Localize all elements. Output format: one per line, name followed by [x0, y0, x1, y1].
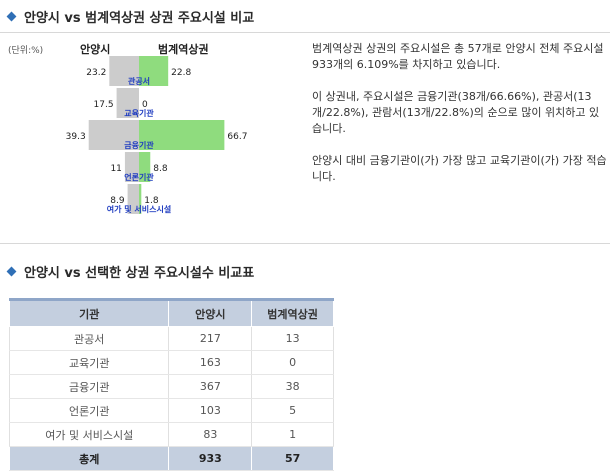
table-total-row: 총계 933 57 [8, 446, 334, 471]
table-cell: 교육기관 [8, 350, 170, 375]
table-cell: 0 [251, 350, 334, 375]
table-header-row: 기관 안양시 범계역상권 [8, 299, 334, 327]
section-title-facility-count-table: 안양시 vs 선택한 상권 주요시설수 비교표 [6, 262, 254, 281]
table-cell: 관공서 [8, 326, 170, 351]
value-label-beomgye: 0 [142, 100, 148, 110]
table-cell: 여가 및 서비스시설 [8, 422, 170, 447]
bar-beomgye [139, 120, 225, 150]
table-cell: 1 [251, 422, 334, 447]
value-label-anyang: 39.3 [66, 132, 86, 142]
category-label: 관공서 [128, 76, 150, 86]
chart-right-header: 범계역상권 [158, 43, 209, 56]
bar-beomgye [139, 152, 151, 182]
description-paragraph-1: 범계역상권 상권의 주요시설은 총 57개로 안양시 전체 주요시설 933개의… [312, 42, 604, 71]
description-text: 범계역상권 상권의 주요시설은 총 57개로 안양시 전체 주요시설 933개의… [312, 41, 608, 201]
section-title-facility-comparison: 안양시 vs 범계역상권 상권 주요시설 비교 [6, 7, 254, 26]
value-label-anyang: 11 [110, 164, 121, 174]
unit-label: (단위:%) [8, 46, 44, 56]
table-cell: 57 [251, 446, 334, 471]
bar-anyang [124, 152, 139, 182]
category-label: 교육기관 [124, 108, 154, 118]
table-cell: 언론기관 [8, 398, 170, 423]
bar-beomgye [139, 184, 142, 214]
bar-anyang [116, 88, 139, 118]
value-label-beomgye: 66.7 [227, 132, 247, 142]
value-label-beomgye: 8.8 [153, 164, 168, 174]
table-cell: 933 [168, 446, 253, 471]
value-label-anyang: 8.9 [110, 196, 125, 206]
facility-comparison-table: 기관 안양시 범계역상권 관공서 217 13 교육기관 163 0 금융기관 … [8, 298, 334, 471]
column-header-institution: 기관 [8, 299, 170, 327]
table-cell: 5 [251, 398, 334, 423]
table-row: 여가 및 서비스시설 83 1 [8, 422, 334, 447]
section-title-text: 안양시 vs 범계역상권 상권 주요시설 비교 [24, 11, 255, 26]
value-label-anyang: 17.5 [94, 100, 114, 110]
diamond-bullet-icon [6, 266, 17, 277]
table-cell: 38 [251, 374, 334, 399]
table-cell: 총계 [8, 446, 170, 471]
description-paragraph-3: 안양시 대비 금융기관이(가) 가장 많고 교육기관이(가) 가장 적습니다. [312, 154, 607, 183]
column-header-beomgye: 범계역상권 [251, 299, 334, 327]
divider [0, 32, 610, 33]
table-row: 언론기관 103 5 [8, 398, 334, 423]
value-label-beomgye: 22.8 [171, 68, 191, 78]
category-label: 금융기관 [124, 140, 154, 150]
table-cell: 83 [168, 422, 253, 447]
diamond-bullet-icon [6, 11, 17, 22]
value-label-anyang: 23.2 [86, 68, 106, 78]
table-cell: 163 [168, 350, 253, 375]
table-cell: 13 [251, 326, 334, 351]
bar-anyang [88, 120, 139, 150]
divider [0, 243, 610, 244]
bar-anyang [127, 184, 139, 214]
table-cell: 367 [168, 374, 253, 399]
table-row: 금융기관 367 38 [8, 374, 334, 399]
column-header-anyang: 안양시 [168, 299, 253, 327]
chart-left-header: 안양시 [80, 43, 111, 56]
description-paragraph-2: 이 상권내, 주요시설은 금융기관(38개/66.66%), 관공서(13개/2… [312, 90, 600, 135]
table-cell: 103 [168, 398, 253, 423]
table-row: 관공서 217 13 [8, 326, 334, 351]
section-title-text: 안양시 vs 선택한 상권 주요시설수 비교표 [24, 266, 255, 281]
bar-anyang [109, 56, 139, 86]
table-cell: 217 [168, 326, 253, 351]
bar-beomgye [139, 56, 169, 86]
category-label: 언론기관 [124, 172, 154, 182]
table-cell: 금융기관 [8, 374, 170, 399]
category-label: 여가 및 서비스시설 [107, 204, 171, 214]
table-row: 교육기관 163 0 [8, 350, 334, 375]
value-label-beomgye: 1.8 [144, 196, 159, 206]
